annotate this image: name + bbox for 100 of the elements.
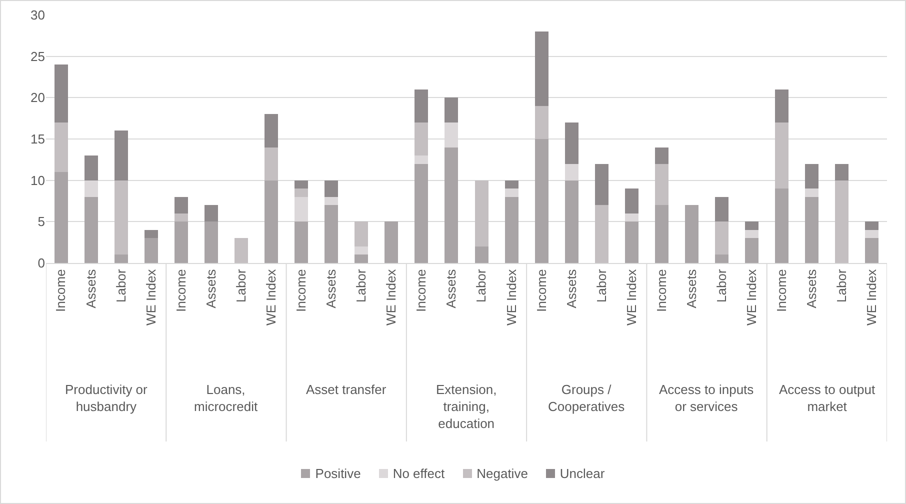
bar	[865, 230, 879, 238]
x-tick-label: Assets	[804, 268, 820, 308]
bar	[534, 32, 548, 106]
x-tick-label: Assets	[83, 268, 98, 308]
x-tick-label: Labor	[594, 268, 609, 302]
bar	[54, 64, 68, 122]
bar	[354, 254, 368, 263]
text: Access to output market	[779, 382, 876, 414]
x-tick-label: Assets	[564, 268, 579, 308]
bar	[745, 230, 759, 238]
bar	[174, 213, 188, 222]
bar	[745, 238, 759, 263]
bar	[264, 114, 278, 148]
bar	[685, 205, 699, 263]
x-tick-label: WE Index	[504, 268, 519, 326]
text: Groups / Cooperatives	[548, 382, 626, 414]
bar	[444, 98, 458, 122]
text: Access to inputs or services	[659, 382, 754, 414]
bar	[805, 196, 819, 263]
bar	[594, 205, 608, 263]
bar	[715, 222, 729, 255]
bar	[54, 172, 68, 263]
bar	[805, 164, 819, 189]
y-tick-label: 10	[30, 172, 45, 188]
bar	[504, 188, 518, 197]
legend-label: Positive	[315, 466, 361, 481]
text: Asset transfer	[306, 382, 387, 397]
bar	[84, 156, 98, 180]
bar	[174, 196, 188, 214]
bar	[715, 196, 729, 222]
y-tick-label: 20	[30, 90, 45, 106]
x-tick-label: WE Index	[263, 268, 278, 326]
y-tick-label: 15	[30, 132, 45, 147]
bar	[264, 147, 278, 180]
x-tick-label: Labor	[714, 268, 730, 302]
bar	[384, 222, 398, 263]
x-tick-label: Income	[173, 269, 188, 312]
x-tick-label: Income	[294, 269, 309, 312]
text: Loans, microcredit	[194, 382, 258, 414]
y-tick-label: 25	[30, 48, 45, 64]
bar	[324, 196, 338, 206]
bar	[805, 188, 819, 197]
y-tick-label: 30	[30, 8, 45, 23]
bar	[504, 180, 518, 189]
bar	[474, 180, 488, 246]
bar	[624, 222, 638, 263]
x-tick-label: WE Index	[624, 268, 639, 326]
bar	[144, 230, 158, 238]
x-tick-label: WE Index	[384, 268, 399, 326]
bar	[414, 89, 428, 122]
bar	[474, 246, 488, 263]
y-tick-label: 5	[38, 214, 45, 230]
x-tick-label: Labor	[113, 268, 128, 302]
x-tick-label: Income	[774, 269, 790, 312]
bar	[354, 222, 368, 246]
x-tick-label: Labor	[354, 268, 369, 302]
bar	[264, 180, 278, 263]
bar	[835, 164, 849, 180]
bar	[534, 139, 548, 263]
x-tick-label: Income	[414, 269, 429, 312]
x-tick-label: WE Index	[864, 268, 880, 326]
x-tick-label: Assets	[203, 268, 218, 308]
x-tick-label: Assets	[684, 268, 699, 308]
bar	[865, 238, 879, 263]
x-tick-label: Assets	[324, 268, 339, 308]
bar	[234, 238, 248, 263]
bar	[444, 147, 458, 263]
bar	[534, 106, 548, 139]
bar	[294, 180, 308, 189]
y-tick-label: 0	[38, 256, 45, 271]
x-tick-label: Income	[654, 269, 669, 312]
bar	[84, 196, 98, 263]
bar	[114, 254, 128, 263]
bar	[414, 156, 428, 164]
bar	[775, 122, 789, 189]
bar	[654, 205, 668, 263]
bar	[294, 188, 308, 197]
x-tick-label: Income	[534, 269, 549, 312]
bar	[354, 246, 368, 255]
bar	[504, 196, 518, 263]
bar	[114, 130, 128, 180]
text: Extension, training, education	[436, 382, 497, 431]
bar	[745, 222, 759, 230]
bar	[624, 188, 638, 214]
x-tick-label: Income	[53, 269, 68, 312]
x-tick-label: Labor	[474, 268, 489, 302]
bar	[174, 222, 188, 263]
bar	[564, 122, 578, 164]
bar	[294, 222, 308, 263]
bar	[654, 147, 668, 164]
bar	[564, 180, 578, 263]
x-tick-label: Assets	[444, 268, 459, 308]
bar	[865, 222, 879, 230]
text: Productivity or husbandry	[65, 382, 148, 414]
x-tick-label: Labor	[233, 268, 248, 302]
bar	[775, 188, 789, 263]
x-tick-label: WE Index	[143, 268, 158, 326]
legend-label: Unclear	[560, 466, 605, 481]
bar	[144, 238, 158, 263]
bar	[654, 164, 668, 206]
